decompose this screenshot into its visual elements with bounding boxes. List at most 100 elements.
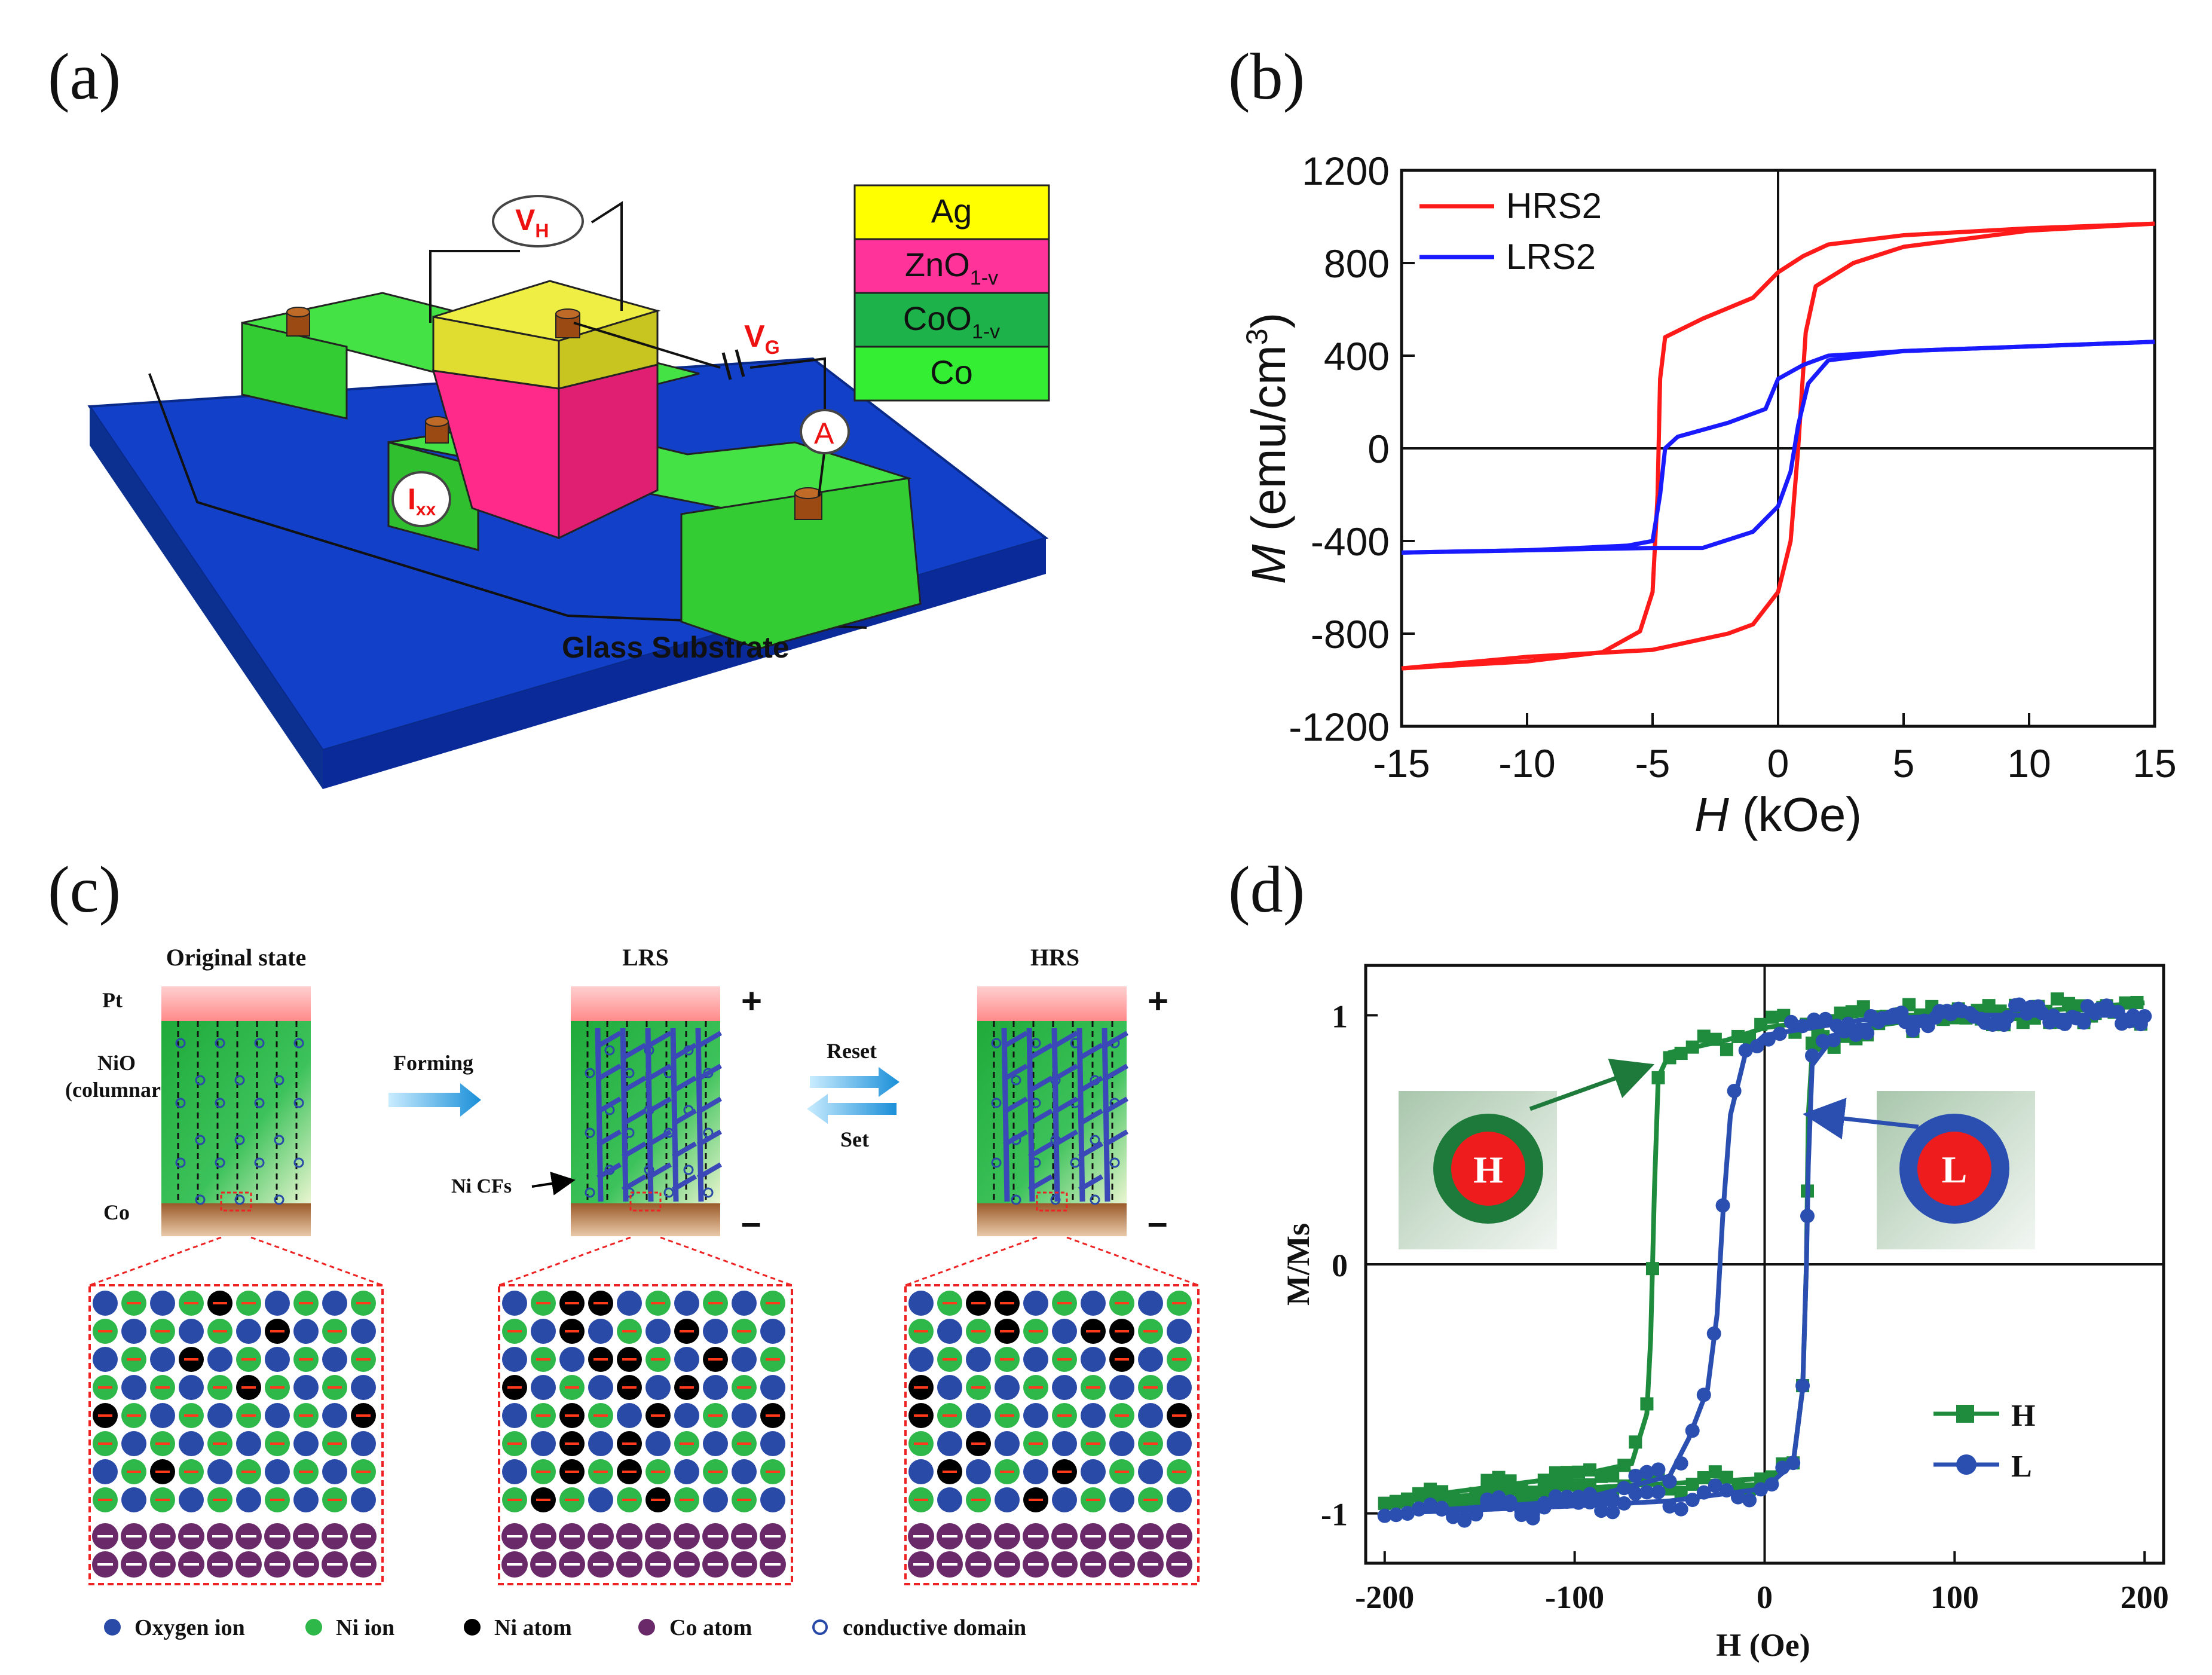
conductive-domain-marker — [274, 1194, 284, 1205]
series-l-point — [1974, 1011, 1988, 1026]
series-h-point — [1805, 1037, 1819, 1050]
oxygen-ion — [121, 1431, 146, 1456]
oxygen-ion — [502, 1459, 527, 1484]
label-ammeter: A — [814, 417, 834, 450]
sign-top-lrs: + — [741, 981, 762, 1021]
ni-filament-branch — [1103, 1096, 1129, 1114]
panel-d-axes: -200 -100 0 100 200 -1 0 1 — [1321, 965, 2169, 1615]
series-l-point — [1905, 1023, 1920, 1038]
ni-filament-branch — [1027, 1075, 1054, 1093]
ni-filament-branch — [621, 1174, 647, 1192]
oxygen-ion — [995, 1487, 1020, 1512]
x-tick-label: -15 — [1373, 741, 1430, 785]
label-nio: NiO — [97, 1051, 136, 1075]
series-l-point — [1480, 1495, 1495, 1510]
series-l-point — [1662, 1499, 1677, 1514]
series-l-point — [1639, 1465, 1654, 1480]
panel-c-schematic: Pt NiO (columnar) Co Original state LRS … — [65, 944, 1200, 1640]
oxygen-ion — [207, 1403, 232, 1428]
oxygen-ion — [617, 1291, 642, 1316]
series-h-point — [1378, 1496, 1391, 1510]
oxygen-ion — [588, 1487, 613, 1512]
series-h-point — [1845, 1005, 1859, 1019]
series-l-point — [1559, 1494, 1574, 1509]
ni-filament-branch — [1027, 1043, 1054, 1060]
label-co: Co — [103, 1200, 130, 1224]
series-l-point — [1491, 1493, 1506, 1508]
series-h-point — [1572, 1465, 1585, 1479]
series-l-point — [1849, 1027, 1864, 1042]
series-l-point — [1571, 1495, 1586, 1510]
series-h-point — [1629, 1435, 1642, 1449]
layer-legend: Ag ZnO1-v CoO1-v Co — [853, 184, 1050, 402]
oxygen-ion — [531, 1375, 556, 1400]
inset-h-letter: H — [1473, 1148, 1503, 1191]
ni-filament-branch — [1053, 1096, 1079, 1114]
zoom-guide-line — [1066, 1236, 1199, 1286]
series-l-point — [1795, 1019, 1810, 1034]
legend-h-label: H — [2011, 1399, 2035, 1433]
oxygen-ion — [588, 1319, 613, 1344]
series-l-point — [1985, 1017, 2000, 1032]
pt-electrode — [977, 986, 1127, 1021]
oxygen-ion — [1138, 1347, 1163, 1372]
oxygen-ion — [937, 1487, 962, 1512]
series-l-point — [1764, 1477, 1779, 1492]
series-l-point — [1457, 1513, 1472, 1528]
oxygen-ion — [1138, 1403, 1163, 1428]
label-glass-substrate: Glass Substrate — [562, 631, 790, 664]
oxygen-ion — [293, 1375, 319, 1400]
x-tick-label: -200 — [1355, 1579, 1414, 1615]
x-tick-label: 5 — [1893, 741, 1915, 785]
co-electrode — [571, 1203, 720, 1236]
conductive-domain-marker — [274, 1135, 284, 1145]
conductive-domain-marker — [1109, 1157, 1120, 1168]
panel-b-xlabel: H (kOe) — [1694, 788, 1862, 841]
series-l-point — [2122, 1014, 2137, 1029]
series-h-point — [1412, 1489, 1425, 1503]
series-l-point — [1503, 1497, 1518, 1512]
oxygen-ion — [265, 1403, 290, 1428]
x-tick-label: 200 — [2121, 1579, 2169, 1615]
series-l-point — [1786, 1456, 1801, 1471]
conductive-domain-marker — [175, 1157, 186, 1168]
zoom-guide-line — [660, 1236, 793, 1286]
forming-arrow-icon — [388, 1083, 481, 1117]
oxygen-ion — [966, 1459, 991, 1484]
series-h-point — [1651, 1071, 1665, 1084]
oxygen-ion — [1052, 1431, 1077, 1456]
ni-filament-branch — [696, 1129, 723, 1147]
series-l-point — [1708, 1478, 1723, 1493]
contact-front-left — [425, 416, 449, 444]
x-tick-label: 15 — [2133, 741, 2176, 785]
wire-vh — [429, 250, 520, 323]
zoom-guide-line — [498, 1236, 631, 1286]
oxygen-ion — [1023, 1347, 1048, 1372]
conductive-domain-marker — [585, 1187, 595, 1198]
ni-filament-branch — [1027, 1174, 1054, 1192]
series-l-point — [1962, 1006, 1977, 1021]
series-h-point — [1549, 1466, 1562, 1480]
oxygen-ion — [674, 1403, 699, 1428]
conductive-domain-marker — [703, 1187, 714, 1198]
legend-conductive-domain-marker — [812, 1619, 828, 1635]
series-l-point — [2110, 1004, 2125, 1019]
sign-bottom-lrs: – — [741, 1202, 761, 1242]
oxygen-ion — [732, 1347, 757, 1372]
series-h-point — [1606, 1469, 1620, 1483]
label-nio-columnar: (columnar) — [65, 1078, 168, 1102]
series-l-point — [1860, 1025, 1875, 1040]
ammeter — [800, 409, 850, 454]
zoom-guide-line — [89, 1236, 222, 1286]
wire-a-down — [818, 448, 826, 497]
series-h-point — [1754, 1472, 1768, 1486]
oxygen-ion — [995, 1375, 1020, 1400]
label-reset: Reset — [827, 1039, 877, 1063]
ni-filament-branch — [1002, 1096, 1029, 1114]
inset-l-pointer-icon — [1803, 1098, 1919, 1139]
panel-b-axes: -15 -10 -5 0 5 10 15 -1200 -800 -400 0 400 800 1200 — [1289, 149, 2177, 785]
series-l-point — [1388, 1508, 1403, 1523]
inset-h: H — [1399, 1091, 1557, 1249]
conductive-domain-marker — [293, 1098, 304, 1108]
nio-layer — [161, 1021, 311, 1203]
